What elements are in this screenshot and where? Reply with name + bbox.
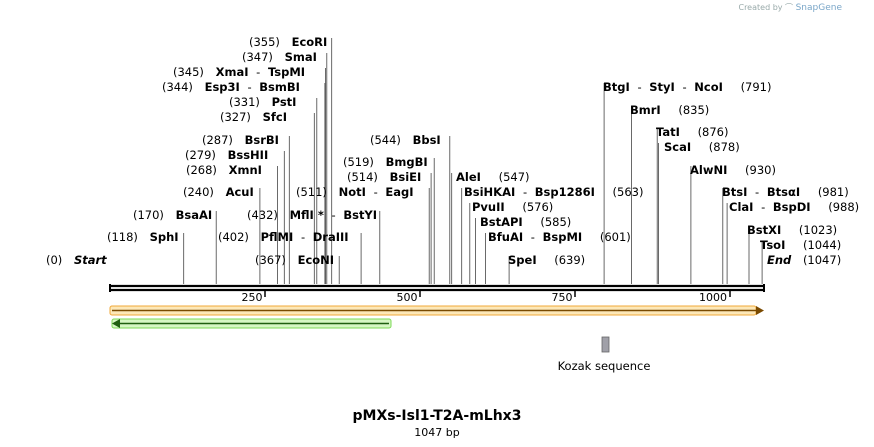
kozak-sequence-label: Kozak sequence: [558, 359, 651, 373]
enzyme-labels: (0) Start (118) SphI (170) BsaAI (240) A…: [46, 35, 859, 267]
enzyme-site-xmai-tspmi[interactable]: (345) XmaI - TspMI: [173, 65, 305, 79]
enzyme-site-btsi-btsai[interactable]: BtsI - BtsαI (981): [722, 185, 849, 199]
enzyme-site-bsrbi[interactable]: (287) BsrBI: [202, 133, 279, 147]
enzyme-site-econi[interactable]: (367) EcoNI: [255, 253, 334, 267]
enzyme-site-acui[interactable]: (240) AcuI: [183, 185, 254, 199]
enzyme-site-smai[interactable]: (347) SmaI: [242, 50, 317, 64]
enzyme-site-xmni[interactable]: (268) XmnI: [186, 163, 262, 177]
enzyme-site-esp3i-bsmbi[interactable]: (344) Esp3I - BsmBI: [162, 80, 300, 94]
enzyme-site-btgi-styi-ncoi[interactable]: BtgI - StyI - NcoI (791): [603, 80, 772, 94]
enzyme-site-psti[interactable]: (331) PstI: [229, 95, 296, 109]
enzyme-site-bmgbi[interactable]: (519) BmgBI: [343, 155, 428, 169]
enzyme-site-bsiei[interactable]: (514) BsiEI: [347, 170, 421, 184]
credit-prefix: Created by: [738, 3, 783, 12]
enzyme-site-scai[interactable]: ScaI (878): [664, 140, 740, 154]
enzyme-site-pflmi-draiii[interactable]: (402) PflMI - DraIII: [218, 230, 349, 244]
enzyme-site-noti-eagi[interactable]: (511) NotI - EagI: [296, 185, 414, 199]
credit-brand: SnapGene: [795, 3, 842, 13]
enzyme-site-bsshii[interactable]: (279) BssHII: [185, 148, 268, 162]
enzyme-site-tati[interactable]: TatI (876): [656, 125, 729, 139]
feature-kozak-sequence[interactable]: [601, 336, 610, 353]
enzyme-site-bstxi[interactable]: BstXI (1023): [747, 223, 837, 237]
tick-label: 750: [552, 291, 573, 304]
sequence-title: pMXs-Isl1-T2A-mLhx3: [352, 408, 522, 424]
end-label[interactable]: End (1047): [767, 253, 841, 267]
enzyme-site-bfuai-bspmi[interactable]: BfuAI - BspMI (601): [488, 230, 631, 244]
enzyme-site-alwni[interactable]: AlwNI (930): [690, 163, 776, 177]
sequence-backbone: [109, 284, 765, 292]
enzyme-site-bstapi[interactable]: BstAPI (585): [480, 215, 571, 229]
feature-orange-arrow[interactable]: [109, 305, 764, 316]
enzyme-leader-lines: [183, 38, 763, 284]
enzyme-site-bsaai[interactable]: (170) BsaAI: [133, 208, 212, 222]
ruler-ticks: 250 500 750 1000: [242, 291, 731, 304]
enzyme-site-ecori[interactable]: (355) EcoRI: [249, 35, 327, 49]
start-label[interactable]: (0) Start: [46, 253, 107, 267]
enzyme-site-sfci[interactable]: (327) SfcI: [220, 110, 287, 124]
enzyme-site-pvuii[interactable]: PvuII (576): [472, 200, 553, 214]
tick-label: 250: [242, 291, 263, 304]
enzyme-site-spei[interactable]: SpeI (639): [508, 253, 585, 267]
enzyme-site-clai-bspdi[interactable]: ClaI - BspDI (988): [729, 200, 859, 214]
sequence-length: 1047 bp: [414, 426, 460, 439]
enzyme-site-bbsi[interactable]: (544) BbsI: [370, 133, 441, 147]
enzyme-site-bmri[interactable]: BmrI (835): [630, 103, 709, 117]
feature-green-arrow[interactable]: [111, 318, 392, 329]
enzyme-site-alei[interactable]: AleI (547): [456, 170, 530, 184]
tick-label: 1000: [699, 291, 727, 304]
enzyme-site-sphi[interactable]: (118) SphI: [107, 230, 179, 244]
enzyme-site-mfli-bstyi[interactable]: (432) MflI * - BstYI: [247, 208, 377, 222]
enzyme-site-bsihkai-bsp1286i[interactable]: BsiHKAI - Bsp1286I (563): [464, 185, 643, 199]
snapgene-logo-icon: ⌒: [785, 3, 794, 12]
tick-label: 500: [397, 291, 418, 304]
enzyme-site-tsoi[interactable]: TsoI (1044): [760, 238, 841, 252]
snapgene-credit: Created by ⌒ SnapGene: [738, 2, 842, 13]
